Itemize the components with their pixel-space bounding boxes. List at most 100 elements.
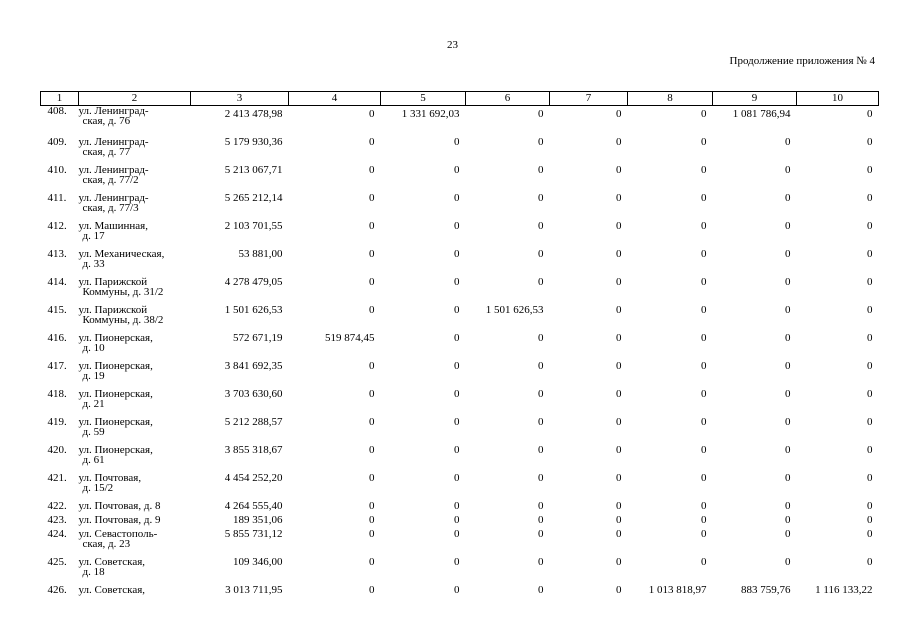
amount-cell-c6: 0: [538, 444, 544, 456]
row-number: 420.: [47, 444, 67, 456]
table-row: 422. ул. Почтовая, д. 8 4 264 555,40 0 0 0 0 0 0…: [41, 501, 879, 515]
amount-cell-c7: 0: [616, 388, 622, 400]
amount-cell-c5: 0: [454, 500, 460, 512]
column-header: 9: [712, 91, 797, 106]
amount-cell-c8: 0: [701, 304, 707, 316]
amount-cell-c10: 0: [867, 500, 873, 512]
appendix-table: 1 2 3 4 5 6 7 8 9 10 408. ул. Ленинград-ская, д. 7…: [40, 91, 879, 599]
address-line: д. 33: [82, 258, 105, 270]
amount-cell-c9: 0: [785, 332, 791, 344]
amount-cell-c7: 0: [616, 192, 622, 204]
amount-cell-c5: 0: [454, 528, 460, 540]
column-header: 3: [190, 91, 289, 106]
address-cell: ул. Пионерская, д. 59: [79, 417, 191, 445]
amount-cell-c9: 0: [785, 192, 791, 204]
address-line: д. 19: [82, 370, 105, 382]
row-number: 419.: [47, 416, 67, 428]
address-line: д. 17: [82, 230, 105, 242]
amount-cell-c4: 0: [369, 136, 375, 148]
amount-cell-c10: 0: [867, 416, 873, 428]
amount-cell-c3: 109 346,00: [233, 556, 283, 568]
amount-cell-c4: 0: [369, 248, 375, 260]
row-number: 425.: [47, 556, 67, 568]
amount-cell-c3: 4 454 252,20: [224, 472, 283, 484]
amount-cell-c10: 1 116 133,22: [815, 584, 873, 596]
column-header: 5: [380, 91, 466, 106]
address-cell: ул. Почтовая, д. 15/2: [79, 473, 191, 501]
amount-cell-c4: 0: [369, 514, 375, 526]
amount-cell-c7: 0: [616, 248, 622, 260]
amount-cell-c3: 5 213 067,71: [224, 164, 283, 176]
address-line: ул. Почтовая, д. 9: [78, 514, 161, 526]
address-line: ул. Пионерская,: [78, 388, 153, 400]
row-number: 409.: [47, 136, 67, 148]
amount-cell-c7: 0: [616, 164, 622, 176]
amount-cell-c5: 0: [454, 164, 460, 176]
amount-cell-c6: 0: [538, 584, 544, 596]
address-line: ул. Механическая,: [78, 248, 165, 260]
amount-cell-c8: 0: [701, 500, 707, 512]
amount-cell-c6: 0: [538, 164, 544, 176]
amount-cell-c7: 0: [616, 108, 622, 120]
amount-cell-c9: 883 759,76: [741, 584, 791, 596]
table-row: 425. ул. Советская, д. 18 109 346,00 0 0 0 0 0 0 0: [41, 557, 879, 585]
column-header: 2: [78, 91, 191, 106]
amount-cell-c10: 0: [867, 108, 873, 120]
amount-cell-c4: 519 874,45: [325, 332, 375, 344]
amount-cell-c4: 0: [369, 528, 375, 540]
address-line: Коммуны, д. 31/2: [82, 286, 164, 298]
amount-cell-c3: 5 855 731,12: [224, 528, 283, 540]
address-line: ул. Пионерская,: [78, 444, 153, 456]
amount-cell-c8: 0: [701, 220, 707, 232]
table-row: 423. ул. Почтовая, д. 9 189 351,06 0 0 0 0 0 0 0: [41, 515, 879, 529]
amount-cell-c4: 0: [369, 220, 375, 232]
amount-cell-c6: 0: [538, 332, 544, 344]
amount-cell-c6: 0: [538, 472, 544, 484]
address-line: ул. Парижской: [78, 276, 148, 288]
page-number: 23: [447, 39, 458, 51]
address-line: ул. Пионерская,: [78, 416, 153, 428]
amount-cell-c9: 0: [785, 304, 791, 316]
column-number-header-row: 1 2 3 4 5 6 7 8 9 10: [40, 91, 879, 106]
amount-cell-c3: 189 351,06: [233, 514, 283, 526]
address-line: Коммуны, д. 38/2: [82, 314, 164, 326]
column-header: 1: [40, 91, 79, 106]
amount-cell-c8: 0: [701, 528, 707, 540]
amount-cell-c7: 0: [616, 416, 622, 428]
amount-cell-c6: 0: [538, 416, 544, 428]
address-line: ская, д. 76: [82, 115, 131, 127]
row-number: 411.: [47, 192, 67, 204]
address-line: ул. Парижской: [78, 304, 148, 316]
column-header: 8: [627, 91, 713, 106]
address-line: ул. Ленинград-: [78, 105, 149, 117]
amount-cell-c4: 0: [369, 472, 375, 484]
address-cell: ул. Ленинград-ская, д. 77/2: [79, 165, 191, 193]
row-number: 414.: [47, 276, 67, 288]
address-cell: ул. Советская,: [79, 585, 191, 599]
address-cell: ул. Пионерская, д. 19: [79, 361, 191, 389]
amount-cell-c3: 572 671,19: [233, 332, 283, 344]
amount-cell-c8: 0: [701, 472, 707, 484]
column-header: 4: [288, 91, 381, 106]
amount-cell-c8: 0: [701, 164, 707, 176]
amount-cell-c3: 3 855 318,67: [224, 444, 283, 456]
amount-cell-c5: 0: [454, 276, 460, 288]
amount-cell-c9: 0: [785, 416, 791, 428]
table-row: 420. ул. Пионерская, д. 61 3 855 318,67 0 0 0 0…: [41, 445, 879, 473]
amount-cell-c5: 0: [454, 304, 460, 316]
table-row: 416. ул. Пионерская, д. 10 572 671,19 519 87…: [41, 333, 879, 361]
amount-cell-c4: 0: [369, 416, 375, 428]
amount-cell-c10: 0: [867, 220, 873, 232]
address-cell: ул. Механическая, д. 33: [79, 249, 191, 277]
address-line: ул. Ленинград-: [78, 136, 149, 148]
table-row: 410. ул. Ленинград-ская, д. 77/2 5 213 067…: [41, 165, 879, 193]
amount-cell-c9: 0: [785, 360, 791, 372]
address-line: д. 59: [82, 426, 105, 438]
column-header: 10: [796, 91, 879, 106]
address-line: ул. Почтовая, д. 8: [78, 500, 161, 512]
amount-cell-c7: 0: [616, 332, 622, 344]
amount-cell-c7: 0: [616, 220, 622, 232]
table-row: 419. ул. Пионерская, д. 59 5 212 288,57 0 0 0 0…: [41, 417, 879, 445]
amount-cell-c7: 0: [616, 500, 622, 512]
table-row: 421. ул. Почтовая, д. 15/2 4 454 252,20 0 0 0 0…: [41, 473, 879, 501]
